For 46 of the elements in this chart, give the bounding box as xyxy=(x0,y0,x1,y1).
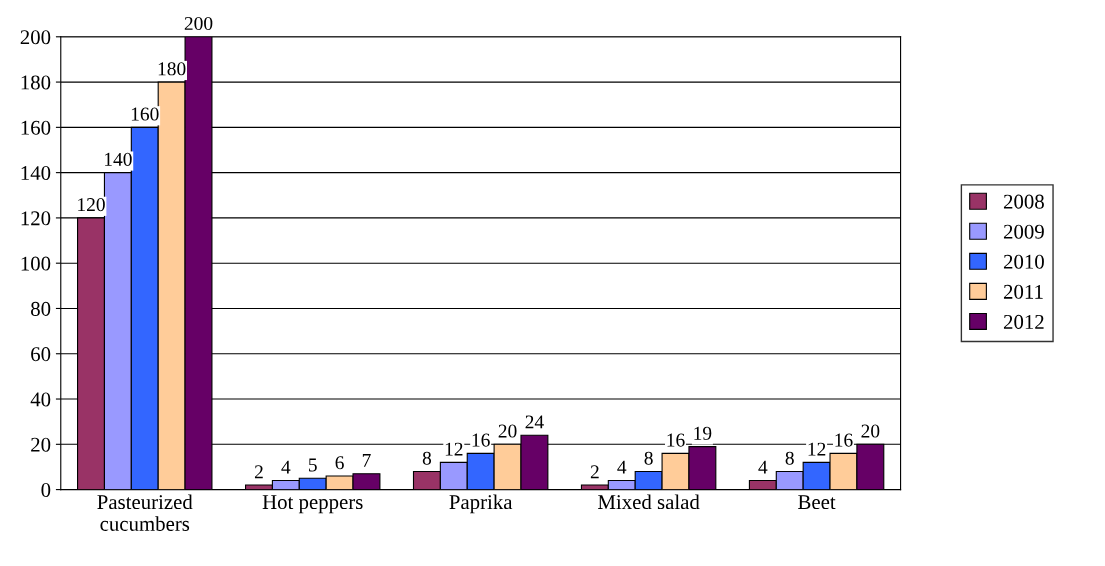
data-label: 120 xyxy=(78,198,105,212)
data-label: 8 xyxy=(644,451,653,465)
data-label: 6 xyxy=(335,456,344,470)
legend-label: 2008 xyxy=(1003,194,1044,209)
data-label: 4 xyxy=(617,460,627,474)
data-label: 140 xyxy=(105,152,132,166)
data-label: 180 xyxy=(158,62,186,76)
data-label: 7 xyxy=(362,454,371,467)
y-tick-label: 100 xyxy=(21,256,51,271)
data-label: 12 xyxy=(445,442,463,456)
y-tick-label: 200 xyxy=(20,30,51,45)
data-label: 5 xyxy=(308,458,317,472)
legend-label: 2009 xyxy=(1003,224,1044,239)
data-label: 160 xyxy=(131,107,159,121)
legend-label: 2012 xyxy=(1003,314,1044,329)
y-tick-label: 0 xyxy=(41,482,51,498)
data-label: 20 xyxy=(498,424,517,438)
data-label: 16 xyxy=(472,433,490,447)
x-tick-label: Paprika xyxy=(449,494,513,514)
y-tick-label: 80 xyxy=(31,301,51,316)
data-label: 4 xyxy=(758,460,768,474)
data-label: 20 xyxy=(861,424,880,438)
data-label: 12 xyxy=(808,442,826,456)
x-tick-label: Pasteurized cucumbers xyxy=(97,494,193,531)
y-tick-label: 140 xyxy=(21,166,51,181)
data-label: 8 xyxy=(785,451,794,465)
x-tick-label: Hot peppers xyxy=(262,495,363,514)
x-tick-label: Mixed salad xyxy=(598,494,700,510)
y-tick-label: 160 xyxy=(21,120,51,135)
data-label: 19 xyxy=(694,426,712,440)
y-tick-label: 20 xyxy=(31,437,51,452)
data-label: 16 xyxy=(667,433,685,447)
y-tick-label: 60 xyxy=(31,347,51,362)
y-tick-label: 180 xyxy=(21,75,51,90)
data-label: 16 xyxy=(835,433,853,447)
data-label: 24 xyxy=(525,415,544,429)
data-label: 2 xyxy=(254,465,263,479)
y-tick-label: 120 xyxy=(21,211,51,226)
x-tick-label: Beet xyxy=(798,495,836,510)
legend-label: 2010 xyxy=(1003,254,1044,269)
y-tick-label: 40 xyxy=(30,392,51,407)
legend-label: 2011 xyxy=(1003,284,1043,299)
data-label: 4 xyxy=(281,460,291,474)
data-label: 2 xyxy=(590,465,599,479)
data-label: 200 xyxy=(184,16,213,31)
data-label: 8 xyxy=(422,451,432,465)
